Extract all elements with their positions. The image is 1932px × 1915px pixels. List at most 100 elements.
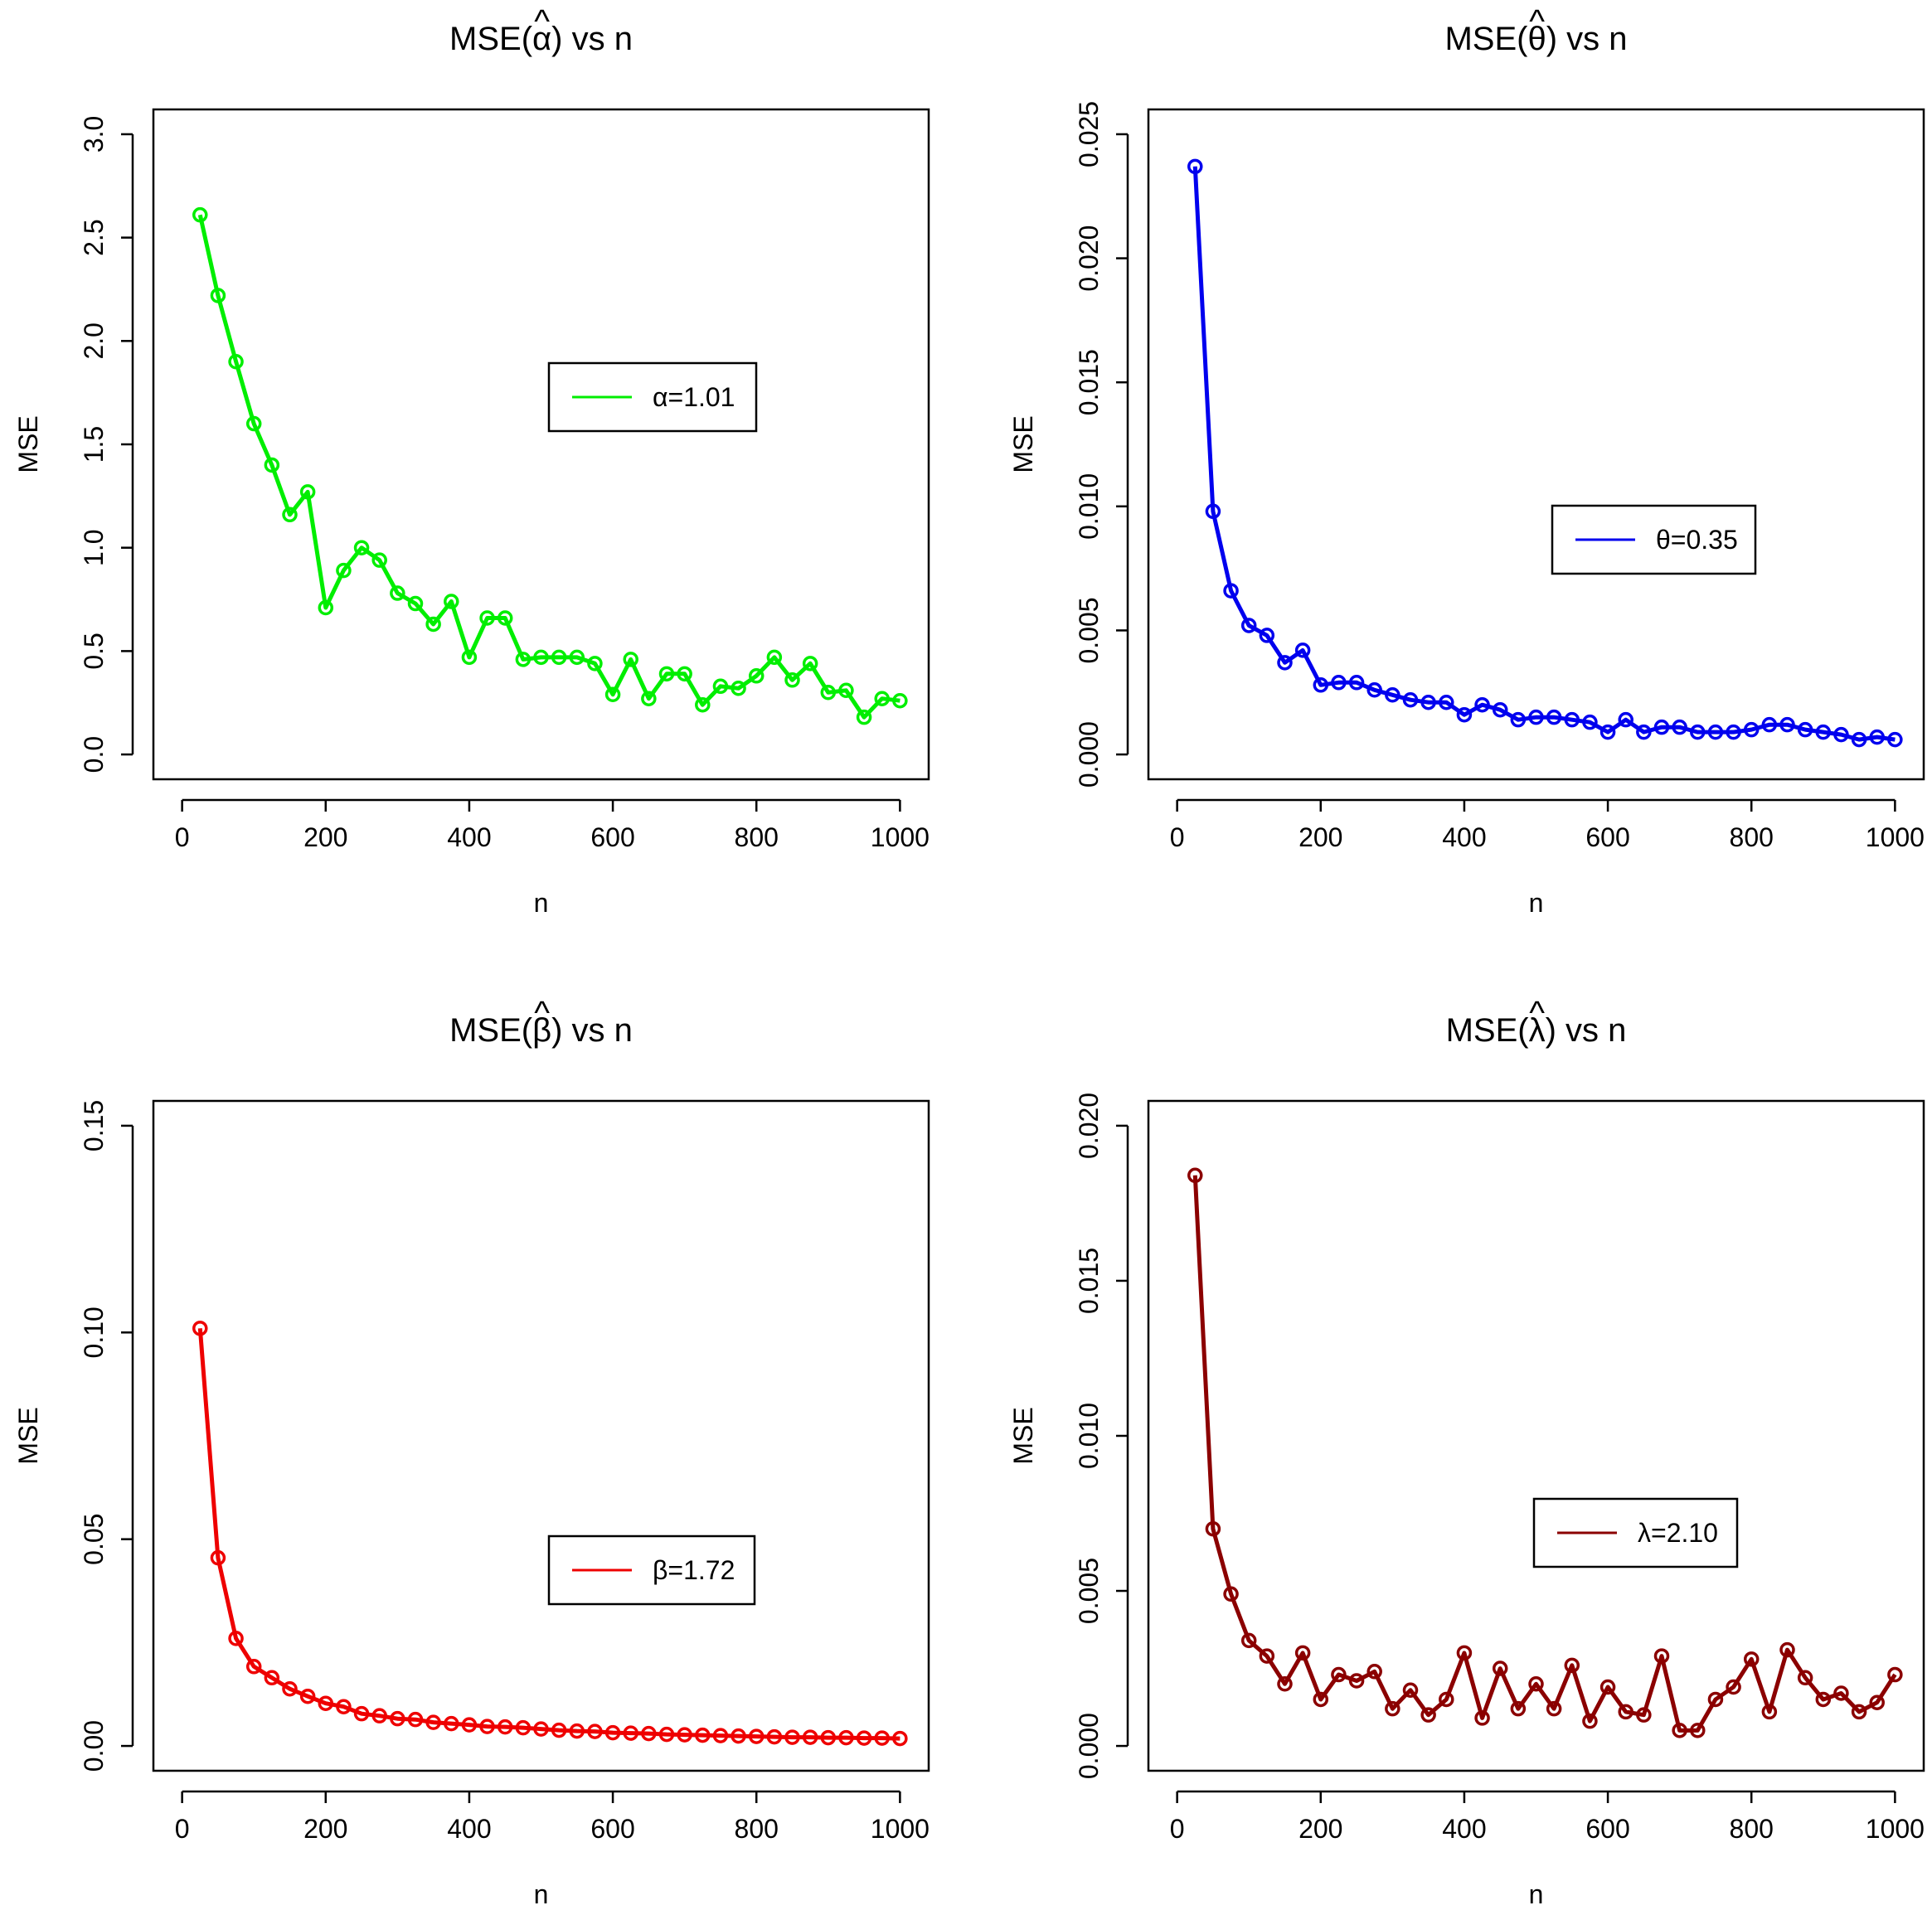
data-point — [1205, 1520, 1221, 1537]
data-point — [1240, 1632, 1257, 1649]
legend: β=1.72 — [547, 1534, 756, 1606]
data-point — [641, 691, 657, 706]
data-point — [1779, 1641, 1795, 1658]
data-point — [1815, 724, 1832, 740]
x-axis-label: n — [1529, 888, 1544, 918]
data-point — [1690, 1723, 1706, 1738]
data-point — [677, 1727, 692, 1743]
data-point — [569, 649, 585, 666]
data-point — [371, 552, 387, 568]
title-suffix: ) vs n — [551, 21, 633, 57]
x-tick-label: 200 — [303, 822, 347, 852]
data-point — [766, 649, 783, 666]
data-point — [318, 1695, 334, 1711]
data-point — [551, 1722, 567, 1738]
data-point — [461, 649, 478, 666]
x-axis: 0 200 400 600 800 1000 — [1170, 1790, 1925, 1844]
data-point — [1385, 687, 1400, 703]
series-line — [197, 214, 900, 720]
data-point — [1366, 1664, 1382, 1680]
data-point — [1887, 1666, 1903, 1683]
title-prefix: MSE( — [449, 1012, 533, 1049]
data-point — [695, 1727, 711, 1743]
x-tick-label: 600 — [1585, 822, 1629, 852]
data-point — [1833, 1685, 1849, 1701]
data-point — [1726, 724, 1741, 740]
data-point — [425, 616, 441, 633]
data-point — [461, 1717, 478, 1733]
y-tick-label: 0.05 — [79, 1514, 109, 1565]
data-point — [210, 1549, 226, 1566]
data-point — [838, 682, 854, 699]
data-point — [604, 1724, 621, 1741]
x-tick-label: 200 — [1299, 1814, 1342, 1844]
data-point — [264, 1670, 280, 1686]
data-point — [1474, 1710, 1490, 1726]
data-point — [497, 1719, 513, 1735]
data-point — [192, 206, 208, 223]
data-point — [892, 1730, 908, 1747]
x-tick-label: 800 — [735, 822, 779, 852]
plot-frame — [1147, 1099, 1925, 1772]
x-tick-label: 0 — [1170, 1814, 1185, 1844]
legend-label: λ=2.10 — [1638, 1518, 1718, 1548]
data-point — [533, 649, 549, 666]
data-point — [390, 585, 405, 601]
data-point — [390, 1710, 405, 1727]
data-point — [1636, 724, 1652, 740]
y-tick-label: 0.020 — [1074, 1093, 1104, 1159]
y-axis-label: MSE — [13, 1407, 43, 1464]
data-point — [1618, 1704, 1633, 1720]
legend-label: β=1.72 — [653, 1555, 735, 1585]
data-point — [1385, 1700, 1400, 1717]
data-point — [1510, 711, 1527, 728]
legend-label: θ=0.35 — [1656, 525, 1738, 555]
x-tick-label: 600 — [1585, 1814, 1629, 1844]
y-tick-label: 2.5 — [79, 219, 109, 255]
x-tick-label: 1000 — [871, 1814, 930, 1844]
data-point — [677, 666, 692, 682]
data-point — [1510, 1700, 1527, 1717]
data-point — [784, 1729, 800, 1745]
data-point — [1420, 694, 1436, 710]
data-point — [1492, 1660, 1508, 1676]
chart-panel-4: MSE(λ) vs n0 200 400 600 800 1000n0.0000.0050… — [1008, 995, 1925, 1909]
x-tick-label: 800 — [1730, 822, 1774, 852]
y-tick-label: 0.015 — [1074, 1248, 1104, 1314]
x-tick-label: 400 — [447, 1814, 491, 1844]
data-point — [874, 691, 890, 706]
data-point — [1546, 709, 1562, 725]
data-point — [623, 1725, 638, 1741]
data-point — [820, 1729, 837, 1746]
x-tick-label: 0 — [175, 1814, 190, 1844]
data-point — [479, 1719, 495, 1734]
data-point — [1277, 655, 1293, 671]
data-point — [1815, 1691, 1832, 1708]
data-point — [336, 1699, 352, 1714]
data-point — [838, 1729, 854, 1746]
x-tick-label: 0 — [1170, 822, 1185, 852]
y-tick-label: 0.020 — [1074, 225, 1104, 292]
data-point — [515, 1719, 532, 1736]
y-tick-label: 0.000 — [1074, 1713, 1104, 1779]
data-point — [210, 288, 226, 303]
data-point — [1672, 719, 1687, 735]
title-hat: ^ — [534, 3, 550, 40]
data-point — [1492, 701, 1508, 718]
title-prefix: MSE( — [449, 21, 533, 57]
y-axis-label: MSE — [13, 415, 43, 473]
data-point — [1420, 1707, 1436, 1723]
chart-panel-3: MSE(β) vs n 0 200 400 600 800 1000 n 0.00 0.05 0.1… — [13, 995, 930, 1909]
y-tick-label: 0.025 — [1074, 101, 1104, 167]
data-point — [587, 1724, 603, 1739]
data-point — [1402, 691, 1419, 708]
y-tick-label: 2.0 — [79, 322, 109, 359]
legend: α=1.01 — [547, 361, 758, 433]
data-point — [1869, 729, 1885, 745]
x-axis: 0 200 400 600 800 1000 — [1170, 798, 1925, 852]
data-point — [1528, 1676, 1544, 1692]
data-point — [282, 1680, 298, 1697]
data-point — [1313, 1691, 1329, 1708]
data-point — [1599, 724, 1616, 740]
y-tick-label: 0.10 — [79, 1307, 109, 1358]
